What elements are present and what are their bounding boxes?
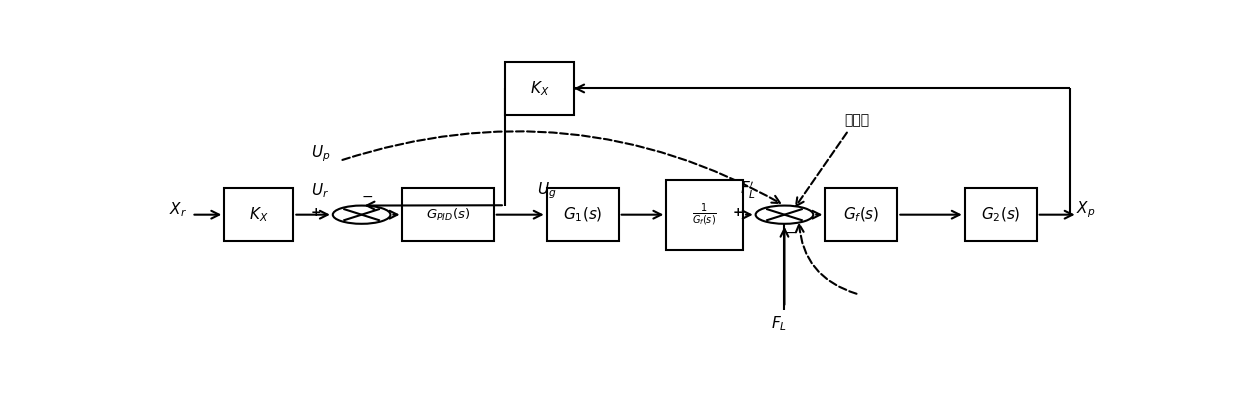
Text: $\frac{1}{G_f(s)}$: $\frac{1}{G_f(s)}$ [692,201,717,228]
Text: $X_p$: $X_p$ [1075,199,1095,220]
Text: $U_p$: $U_p$ [310,143,330,164]
Text: $F_L$: $F_L$ [771,314,786,333]
Bar [547,188,619,241]
Text: +: + [310,206,321,219]
Text: 节点一: 节点一 [844,113,869,128]
Bar [965,188,1037,241]
Text: $K_X$: $K_X$ [249,205,269,224]
Text: $G_1(s)$: $G_1(s)$ [563,205,603,224]
Text: $K_X$: $K_X$ [529,79,549,98]
Text: $U_r$: $U_r$ [311,181,330,200]
FancyArrowPatch shape [342,131,780,203]
Text: $F_L'$: $F_L'$ [740,180,756,201]
Bar [224,188,294,241]
Text: $G_{PID}(s)$: $G_{PID}(s)$ [427,207,470,223]
Text: $X_r$: $X_r$ [169,200,187,218]
Bar [505,62,574,115]
Text: −: − [362,190,373,204]
Text: $G_f(s)$: $G_f(s)$ [843,205,879,224]
FancyArrowPatch shape [796,133,847,206]
Bar [826,188,898,241]
Bar [666,180,743,250]
Text: $G_2(s)$: $G_2(s)$ [981,205,1021,224]
Circle shape [755,205,813,224]
Circle shape [332,205,391,224]
FancyArrowPatch shape [796,224,857,294]
Text: +: + [733,206,744,219]
Bar [403,188,494,241]
Text: $U_g$: $U_g$ [537,180,557,201]
Text: −: − [785,226,796,240]
